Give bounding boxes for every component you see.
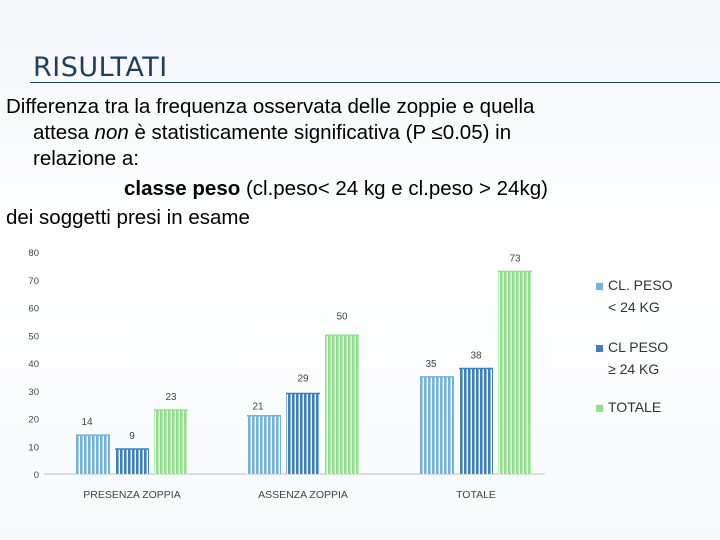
y-tick-label: 20 — [28, 415, 39, 426]
bar — [154, 410, 188, 474]
y-tick-label: 0 — [34, 470, 39, 481]
legend-label: CL. PESO — [608, 277, 673, 293]
body-text-line-2: attesa non è statisticamente significati… — [33, 119, 511, 147]
legend-label: CL PESO — [608, 339, 668, 355]
bar — [115, 449, 149, 474]
category-label: TOTALE — [456, 489, 496, 501]
y-tick-label: 60 — [28, 304, 39, 315]
slide-title: RISULTATI — [33, 52, 168, 83]
legend-label: ≥ 24 KG — [608, 361, 659, 377]
legend-swatch — [596, 345, 603, 352]
y-tick-label: 10 — [28, 442, 39, 453]
data-label: 38 — [470, 351, 482, 362]
data-label: 14 — [81, 417, 93, 428]
category-label: PRESENZA ZOPPIA — [83, 489, 180, 501]
legend-label: < 24 KG — [608, 299, 660, 315]
data-label: 50 — [336, 311, 348, 322]
bar — [325, 335, 359, 474]
title-divider — [30, 82, 720, 83]
y-tick-label: 30 — [28, 387, 39, 398]
y-tick-label: 40 — [28, 359, 39, 370]
bar — [420, 376, 454, 474]
legend-swatch — [596, 283, 603, 290]
bar — [286, 393, 320, 474]
body-text-line-4-end: (cl.peso< 24 kg e cl.peso > 24kg) — [240, 177, 548, 200]
legend-label: TOTALE — [608, 399, 661, 415]
data-label: 21 — [252, 402, 264, 413]
data-label: 29 — [297, 374, 309, 385]
category-label: ASSENZA ZOPPIA — [258, 489, 348, 501]
body-text-line-4: classe peso (cl.peso< 24 kg e cl.peso > … — [124, 175, 548, 203]
bar — [498, 271, 532, 474]
data-label: 73 — [509, 253, 521, 264]
bar-chart: 0 10 20 30 40 50 60 70 80 14 9 23 PRESENZA ZOPPIA 21 2… — [28, 248, 673, 501]
body-text-line-2-end: è statisticamente significativa (P ≤0.05… — [128, 121, 512, 144]
bar — [76, 435, 110, 474]
data-label: 9 — [129, 431, 135, 442]
body-text-bold-classe-peso: classe peso — [124, 177, 241, 200]
y-tick-label: 70 — [28, 276, 39, 287]
bar — [459, 368, 493, 474]
body-text-italic-non: non — [94, 121, 129, 144]
body-text-line-1: Differenza tra la frequenza osservata de… — [6, 95, 535, 118]
y-tick-label: 50 — [28, 331, 39, 342]
y-tick-label: 80 — [28, 248, 39, 259]
body-text-line-5: dei soggetti presi in esame — [6, 206, 250, 229]
legend-swatch — [596, 405, 603, 412]
body-text-line-3: relazione a: — [33, 147, 139, 170]
data-label: 35 — [425, 359, 437, 370]
bar — [247, 415, 281, 474]
data-label: 23 — [165, 392, 177, 403]
body-text-line-2-start: attesa — [33, 121, 95, 144]
